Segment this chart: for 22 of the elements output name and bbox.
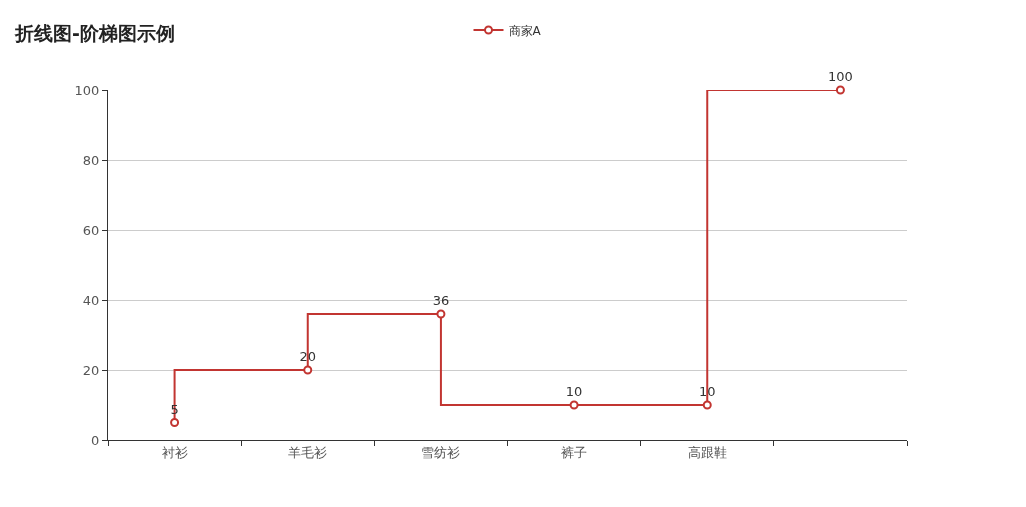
legend-label: 商家A <box>508 23 542 38</box>
y-tick-label: 0 <box>91 432 100 448</box>
point <box>303 365 313 375</box>
y-tick-label: 80 <box>82 152 100 168</box>
x-tick-label: 衬衫 <box>161 444 188 460</box>
y-tick-label: 60 <box>82 222 100 238</box>
y-tick-label: 20 <box>82 362 100 378</box>
point <box>702 400 712 410</box>
data-label: 10 <box>565 384 583 400</box>
y-tick-label: 40 <box>82 292 100 308</box>
x-tick-label: 高跟鞋 <box>687 444 727 460</box>
chart-title: 折线图-阶梯图示例 <box>14 21 175 44</box>
x-tick-label: 裤子 <box>561 444 588 460</box>
point <box>170 418 180 427</box>
point <box>436 309 446 319</box>
x-tick-label: 羊毛衫 <box>288 444 328 460</box>
data-label: 36 <box>432 293 450 309</box>
x-tick-label: 雪纺衫 <box>421 444 461 460</box>
data-label: 100 <box>828 69 853 85</box>
y-tick-label: 100 <box>74 82 100 98</box>
point <box>569 400 579 410</box>
point <box>835 85 845 95</box>
